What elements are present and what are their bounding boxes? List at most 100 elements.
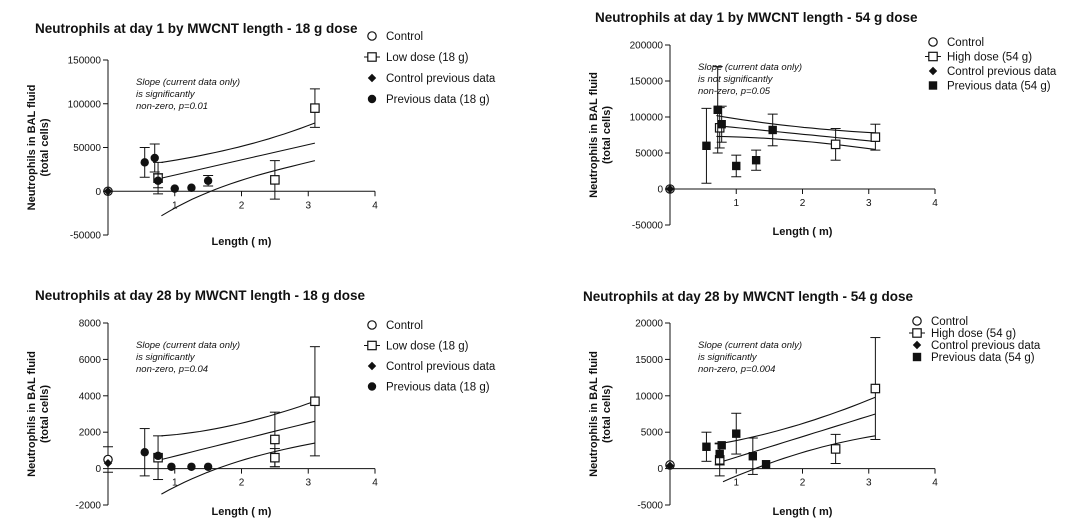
chart-panel: Neutrophils at day 1 by MWCNT length - 1… bbox=[0, 0, 540, 260]
data-point bbox=[665, 461, 675, 470]
legend-label: Previous data (18 g) bbox=[386, 94, 490, 106]
data-point bbox=[153, 451, 163, 461]
data-point bbox=[203, 462, 213, 471]
x-tick-label: 4 bbox=[372, 478, 378, 489]
y-tick-label: -50000 bbox=[70, 231, 102, 242]
x-axis-label: Length ( m) bbox=[773, 226, 833, 238]
y-axis-label: (total cells) bbox=[39, 385, 51, 443]
data-point bbox=[103, 187, 113, 196]
y-tick-label: -2000 bbox=[75, 501, 101, 512]
data-point bbox=[717, 441, 726, 450]
x-tick-label: 3 bbox=[305, 200, 311, 211]
y-tick-label: -50000 bbox=[632, 221, 664, 232]
chart-title: Neutrophils at day 28 by MWCNT length - … bbox=[583, 289, 914, 304]
confidence-band-line bbox=[722, 435, 876, 483]
data-point bbox=[732, 161, 741, 171]
slope-annotation: non-zero, p=0.04 bbox=[136, 364, 208, 375]
y-axis-label: Neutrophils in BAL fluid bbox=[588, 351, 600, 477]
chart-svg: Neutrophils at day 1 by MWCNT length - 5… bbox=[588, 10, 1057, 238]
data-point bbox=[870, 383, 881, 394]
slope-annotation: is not significantly bbox=[698, 74, 774, 85]
slope-annotation: non-zero, p=0.01 bbox=[136, 101, 208, 112]
y-tick-label: 6000 bbox=[79, 355, 102, 366]
data-point bbox=[140, 158, 149, 167]
data-point bbox=[751, 156, 761, 165]
y-tick-label: 100000 bbox=[68, 99, 102, 110]
confidence-band-line bbox=[722, 396, 876, 444]
y-tick-label: 20000 bbox=[635, 319, 663, 330]
data-point bbox=[140, 448, 149, 457]
x-axis-label: Length ( m) bbox=[773, 506, 833, 518]
legend-marker bbox=[367, 320, 377, 330]
data-point bbox=[203, 176, 213, 185]
y-tick-label: 0 bbox=[95, 464, 101, 475]
legend-marker bbox=[912, 316, 922, 326]
confidence-band-line bbox=[161, 160, 316, 217]
y-tick-label: 8000 bbox=[79, 319, 102, 330]
legend-label: High dose (54 g) bbox=[947, 52, 1032, 64]
data-point bbox=[665, 184, 675, 194]
legend-marker bbox=[912, 328, 922, 338]
legend-marker bbox=[367, 31, 377, 41]
x-tick-label: 1 bbox=[172, 200, 178, 211]
chart-title: Neutrophils at day 28 by MWCNT length - … bbox=[35, 288, 366, 303]
chart-title: Neutrophils at day 1 by MWCNT length - 5… bbox=[595, 10, 918, 25]
y-tick-label: 0 bbox=[657, 464, 663, 475]
x-tick-label: 4 bbox=[372, 200, 378, 211]
data-point bbox=[310, 103, 320, 113]
y-tick-label: 100000 bbox=[630, 113, 664, 124]
y-axis-label: (total cells) bbox=[601, 106, 613, 164]
data-point bbox=[187, 462, 196, 471]
y-tick-label: 2000 bbox=[79, 428, 102, 439]
data-point bbox=[270, 452, 280, 463]
data-point bbox=[153, 176, 163, 185]
data-point bbox=[768, 125, 777, 135]
y-axis-label: Neutrophils in BAL fluid bbox=[588, 72, 600, 198]
y-tick-label: 4000 bbox=[79, 391, 102, 402]
data-point bbox=[187, 183, 196, 192]
legend-marker bbox=[928, 51, 938, 62]
data-point bbox=[103, 458, 113, 468]
y-tick-label: 50000 bbox=[73, 143, 101, 154]
legend-label: Control previous data bbox=[386, 73, 496, 85]
legend-label: Control previous data bbox=[947, 66, 1057, 78]
legend-label: Control bbox=[386, 31, 423, 43]
data-point bbox=[830, 444, 841, 454]
x-tick-label: 2 bbox=[800, 478, 806, 489]
legend-label: Previous data (54 g) bbox=[931, 352, 1035, 364]
confidence-band-line bbox=[161, 122, 316, 163]
data-point bbox=[870, 132, 881, 142]
x-tick-label: 1 bbox=[172, 478, 178, 489]
data-point bbox=[702, 141, 711, 150]
x-tick-label: 3 bbox=[866, 198, 872, 209]
data-point bbox=[270, 175, 280, 185]
y-tick-label: 200000 bbox=[630, 41, 664, 52]
legend-label: Low dose (18 g) bbox=[386, 52, 469, 64]
data-point bbox=[748, 452, 758, 461]
y-axis-label: Neutrophils in BAL fluid bbox=[26, 85, 38, 211]
x-tick-label: 1 bbox=[733, 478, 739, 489]
legend-marker bbox=[367, 340, 377, 351]
x-tick-label: 1 bbox=[733, 198, 739, 209]
data-point bbox=[310, 396, 320, 407]
chart-title: Neutrophils at day 1 by MWCNT length - 1… bbox=[35, 21, 358, 36]
slope-annotation: non-zero, p=0.05 bbox=[698, 86, 771, 97]
y-axis-label: (total cells) bbox=[601, 385, 613, 443]
legend-label: Control previous data bbox=[931, 340, 1041, 352]
slope-annotation: is significantly bbox=[698, 352, 758, 363]
slope-annotation: Slope (current data only) bbox=[136, 340, 240, 351]
y-tick-label: 10000 bbox=[635, 391, 663, 402]
legend-label: Control bbox=[947, 37, 984, 49]
slope-annotation: non-zero, p=0.004 bbox=[698, 364, 775, 375]
y-axis-label: (total cells) bbox=[39, 118, 51, 176]
data-point bbox=[715, 449, 724, 459]
data-point bbox=[150, 153, 159, 163]
chart-panel: Neutrophils at day 1 by MWCNT length - 5… bbox=[545, 0, 1085, 260]
data-point bbox=[170, 184, 179, 193]
x-tick-label: 2 bbox=[800, 198, 806, 209]
legend-label: Low dose (18 g) bbox=[386, 341, 469, 353]
legend-label: Control previous data bbox=[386, 361, 496, 373]
confidence-band-line bbox=[161, 442, 316, 495]
legend-label: Control bbox=[386, 320, 423, 332]
legend-label: High dose (54 g) bbox=[931, 328, 1016, 340]
